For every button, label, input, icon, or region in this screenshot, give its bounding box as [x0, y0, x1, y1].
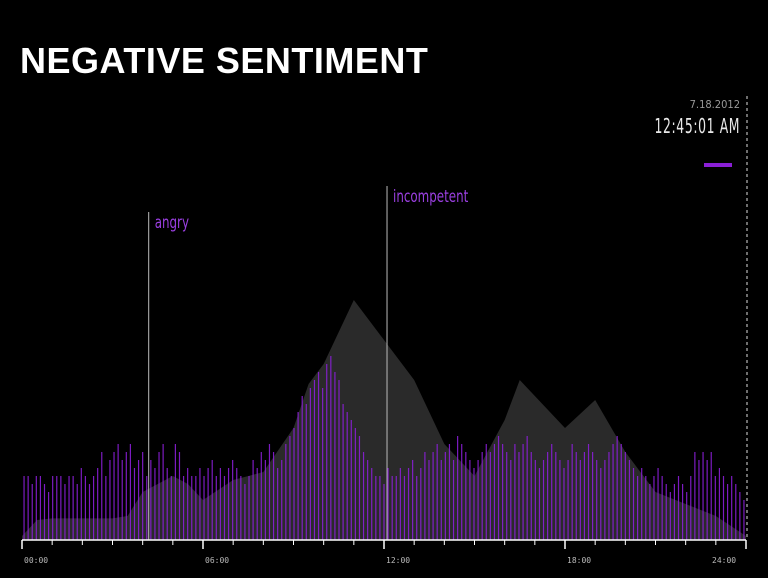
- timestamp-date: 7.18.2012: [689, 98, 740, 111]
- x-tick-label: 06:00: [205, 556, 229, 565]
- area-series: [22, 300, 746, 540]
- timestamp-time: 12:45:01 AM: [654, 114, 740, 138]
- x-tick-label: 24:00: [712, 556, 736, 565]
- x-tick-label: 00:00: [24, 556, 48, 565]
- annotation-layer: angry incompetent: [148, 186, 468, 540]
- x-tick-label: 12:00: [386, 556, 410, 565]
- annotation-label: incompetent: [393, 187, 468, 207]
- annotation-label: angry: [155, 213, 190, 233]
- x-tick-label: 18:00: [567, 556, 591, 565]
- legend-swatch: [704, 163, 732, 167]
- bar-layer: [23, 356, 745, 540]
- chart-title: NEGATIVE SENTIMENT: [20, 40, 429, 81]
- x-axis: 00:00 06:00 12:00 18:00 24:00: [21, 539, 747, 565]
- area-layer: [22, 300, 746, 540]
